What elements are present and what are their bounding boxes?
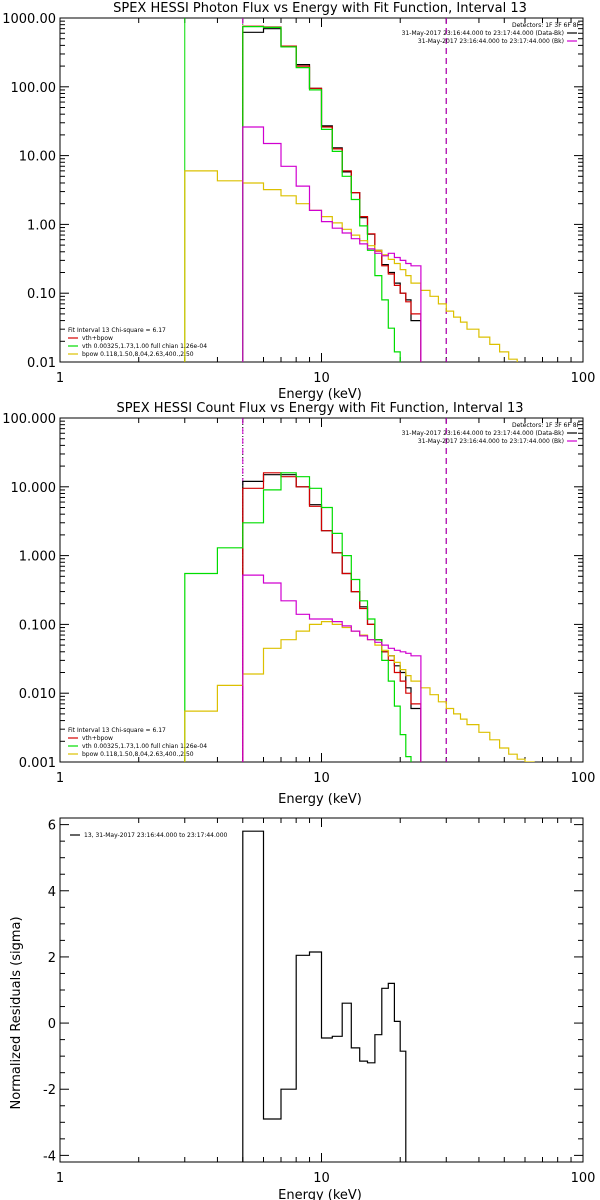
- x-axis-ticks: [59, 18, 584, 362]
- x-tick-label: 100: [571, 771, 596, 786]
- y-tick-label: -4: [43, 1149, 56, 1164]
- series-bk: [242, 574, 422, 762]
- chart-title: SPEX HESSI Count Flux vs Energy with Fit…: [116, 401, 523, 416]
- series-bk: [242, 126, 422, 362]
- y-tick-label: -2: [43, 1083, 56, 1098]
- series-residuals: [242, 830, 407, 1162]
- legend-text: bpow 0.118,1.50,8.04,2.63,400.,2.50: [82, 351, 194, 358]
- y-tick-label: 0: [48, 1017, 56, 1032]
- x-tick-label: 10: [313, 371, 330, 386]
- plot-area: [184, 18, 518, 362]
- legend-text: 31-May-2017 23:16:44.000 to 23:17:44.000…: [402, 30, 564, 37]
- y-tick-label: 10.000: [11, 481, 57, 496]
- x-tick-label: 1: [56, 1171, 64, 1186]
- legend-text: bpow 0.118,1.50,8.04,2.63,400.,2.50: [82, 751, 194, 758]
- y-tick-label: 1000.00: [2, 12, 56, 27]
- legend-text: 31-May-2017 23:16:44.000 to 23:17:44.000…: [418, 38, 564, 45]
- y-tick-label: 100.00: [11, 81, 57, 96]
- plot-frame: [59, 17, 584, 363]
- x-axis-ticks: [59, 818, 584, 1162]
- y-tick-label: 1.000: [19, 550, 56, 565]
- x-tick-label: 1: [56, 371, 64, 386]
- y-tick-label: 10.00: [19, 150, 56, 165]
- y-tick-label: 1.00: [27, 218, 56, 233]
- y-tick-label: 0.01: [27, 356, 56, 371]
- series-bpow: [184, 621, 535, 762]
- legend-text: vth+bpow: [82, 735, 113, 742]
- plot-frame: [59, 417, 584, 763]
- legend-text: 13, 31-May-2017 23:16:44.000 to 23:17:44…: [84, 832, 228, 839]
- y-tick-label: 2: [48, 951, 56, 966]
- y-axis-ticks: [60, 20, 583, 363]
- x-axis-ticks: [59, 418, 584, 762]
- x-axis-label: Energy (keV): [278, 387, 362, 402]
- chart-title: SPEX HESSI Photon Flux vs Energy with Fi…: [113, 1, 527, 16]
- legend-text: 31-May-2017 23:16:44.000 to 23:17:44.000…: [418, 438, 564, 445]
- x-tick-label: 100: [571, 371, 596, 386]
- y-tick-label: 0.001: [19, 756, 56, 771]
- legend-text: Fit Interval 13 Chi-square = 6.17: [68, 327, 166, 334]
- y-axis-ticks: [60, 824, 583, 1156]
- legend-text: Fit Interval 13 Chi-square = 6.17: [68, 727, 166, 734]
- series-vth: [242, 26, 401, 362]
- y-tick-label: 0.010: [19, 687, 56, 702]
- legend-text: vth 0.00325,1.73,1.00 full chian 1.26e-0…: [82, 743, 207, 750]
- y-tick-label: 100.000: [2, 412, 56, 427]
- chart-count-flux: SPEX HESSI Count Flux vs Energy with Fit…: [2, 401, 595, 807]
- legend-text: Detectors: 1F 3F 6F 8F: [512, 22, 581, 29]
- y-tick-label: 6: [48, 819, 56, 834]
- chart-photon-flux: SPEX HESSI Photon Flux vs Energy with Fi…: [2, 1, 595, 402]
- plot-area: [184, 418, 535, 762]
- y-axis-label: Normalized Residuals (sigma): [9, 916, 24, 1109]
- legend-text: 31-May-2017 23:16:44.000 to 23:17:44.000…: [402, 430, 564, 437]
- y-tick-label: 0.100: [19, 618, 56, 633]
- y-axis-ticks: [60, 420, 583, 763]
- x-tick-label: 10: [313, 771, 330, 786]
- legend-text: vth 0.00325,1.73,1.00 full chian 1.26e-0…: [82, 343, 207, 350]
- chart-residuals: Energy (keV) Normalized Residuals (sigma…: [9, 817, 596, 1200]
- x-axis-label: Energy (keV): [278, 1188, 362, 1200]
- y-tick-label: 0.10: [27, 287, 56, 302]
- series-vth: [184, 472, 412, 762]
- x-axis-label: Energy (keV): [278, 792, 362, 807]
- y-tick-label: 4: [48, 885, 56, 900]
- plot-area: [242, 830, 407, 1162]
- series-bpow: [184, 170, 518, 362]
- legend-text: vth+bpow: [82, 335, 113, 342]
- legend-text: Detectors: 1F 3F 6F 8F: [512, 422, 581, 429]
- x-tick-label: 10: [313, 1171, 330, 1186]
- x-tick-label: 100: [571, 1171, 596, 1186]
- x-tick-label: 1: [56, 771, 64, 786]
